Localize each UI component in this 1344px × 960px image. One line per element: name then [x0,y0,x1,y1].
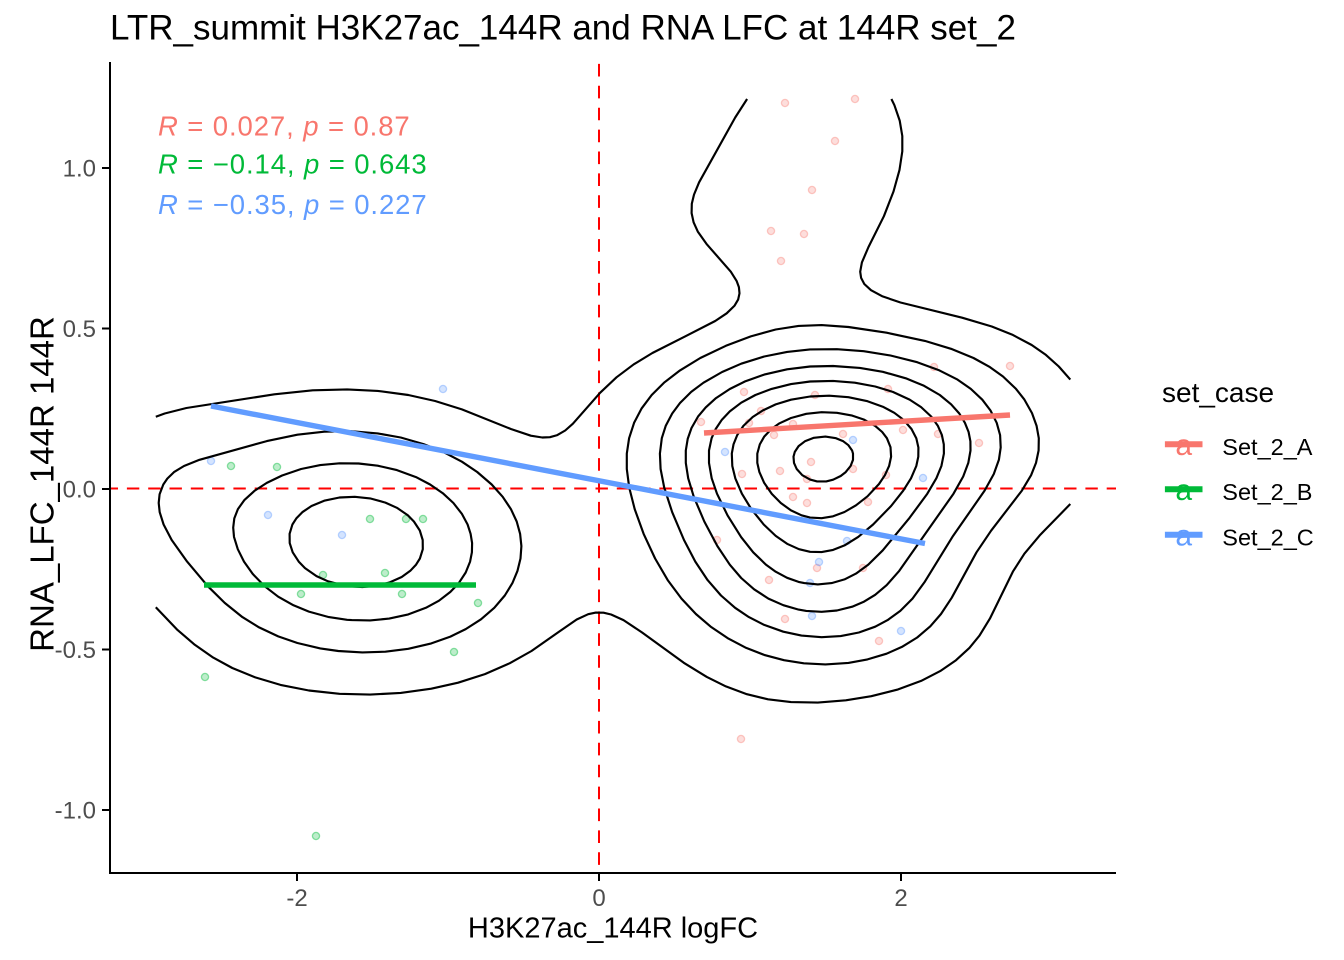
svg-text:R = 0.027, p = 0.87: R = 0.027, p = 0.87 [158,111,411,142]
svg-text:-1.0: -1.0 [55,798,96,825]
svg-text:R = −0.14, p = 0.643: R = −0.14, p = 0.643 [158,149,428,180]
svg-text:Set_2_A: Set_2_A [1222,434,1312,460]
svg-text:H3K27ac_144R logFC: H3K27ac_144R logFC [468,913,758,945]
svg-text:0.0: 0.0 [63,477,96,504]
svg-text:a: a [1175,474,1192,507]
svg-text:Set_2_C: Set_2_C [1222,525,1313,551]
svg-text:-2: -2 [286,885,307,912]
svg-text:0.5: 0.5 [63,316,96,343]
svg-text:a: a [1175,520,1192,553]
svg-text:2: 2 [894,885,907,912]
svg-text:Set_2_B: Set_2_B [1222,479,1312,505]
svg-text:R = −0.35, p = 0.227: R = −0.35, p = 0.227 [158,189,428,220]
svg-text:0: 0 [592,885,605,912]
svg-text:a: a [1175,429,1192,462]
svg-text:1.0: 1.0 [63,156,96,183]
svg-text:set_case: set_case [1162,377,1274,408]
svg-text:RNA_LFC_144R 144R: RNA_LFC_144R 144R [24,316,61,652]
svg-text:-0.5: -0.5 [55,637,96,664]
svg-text:LTR_summit H3K27ac_144R and RN: LTR_summit H3K27ac_144R and RNA LFC at 1… [110,9,1016,48]
